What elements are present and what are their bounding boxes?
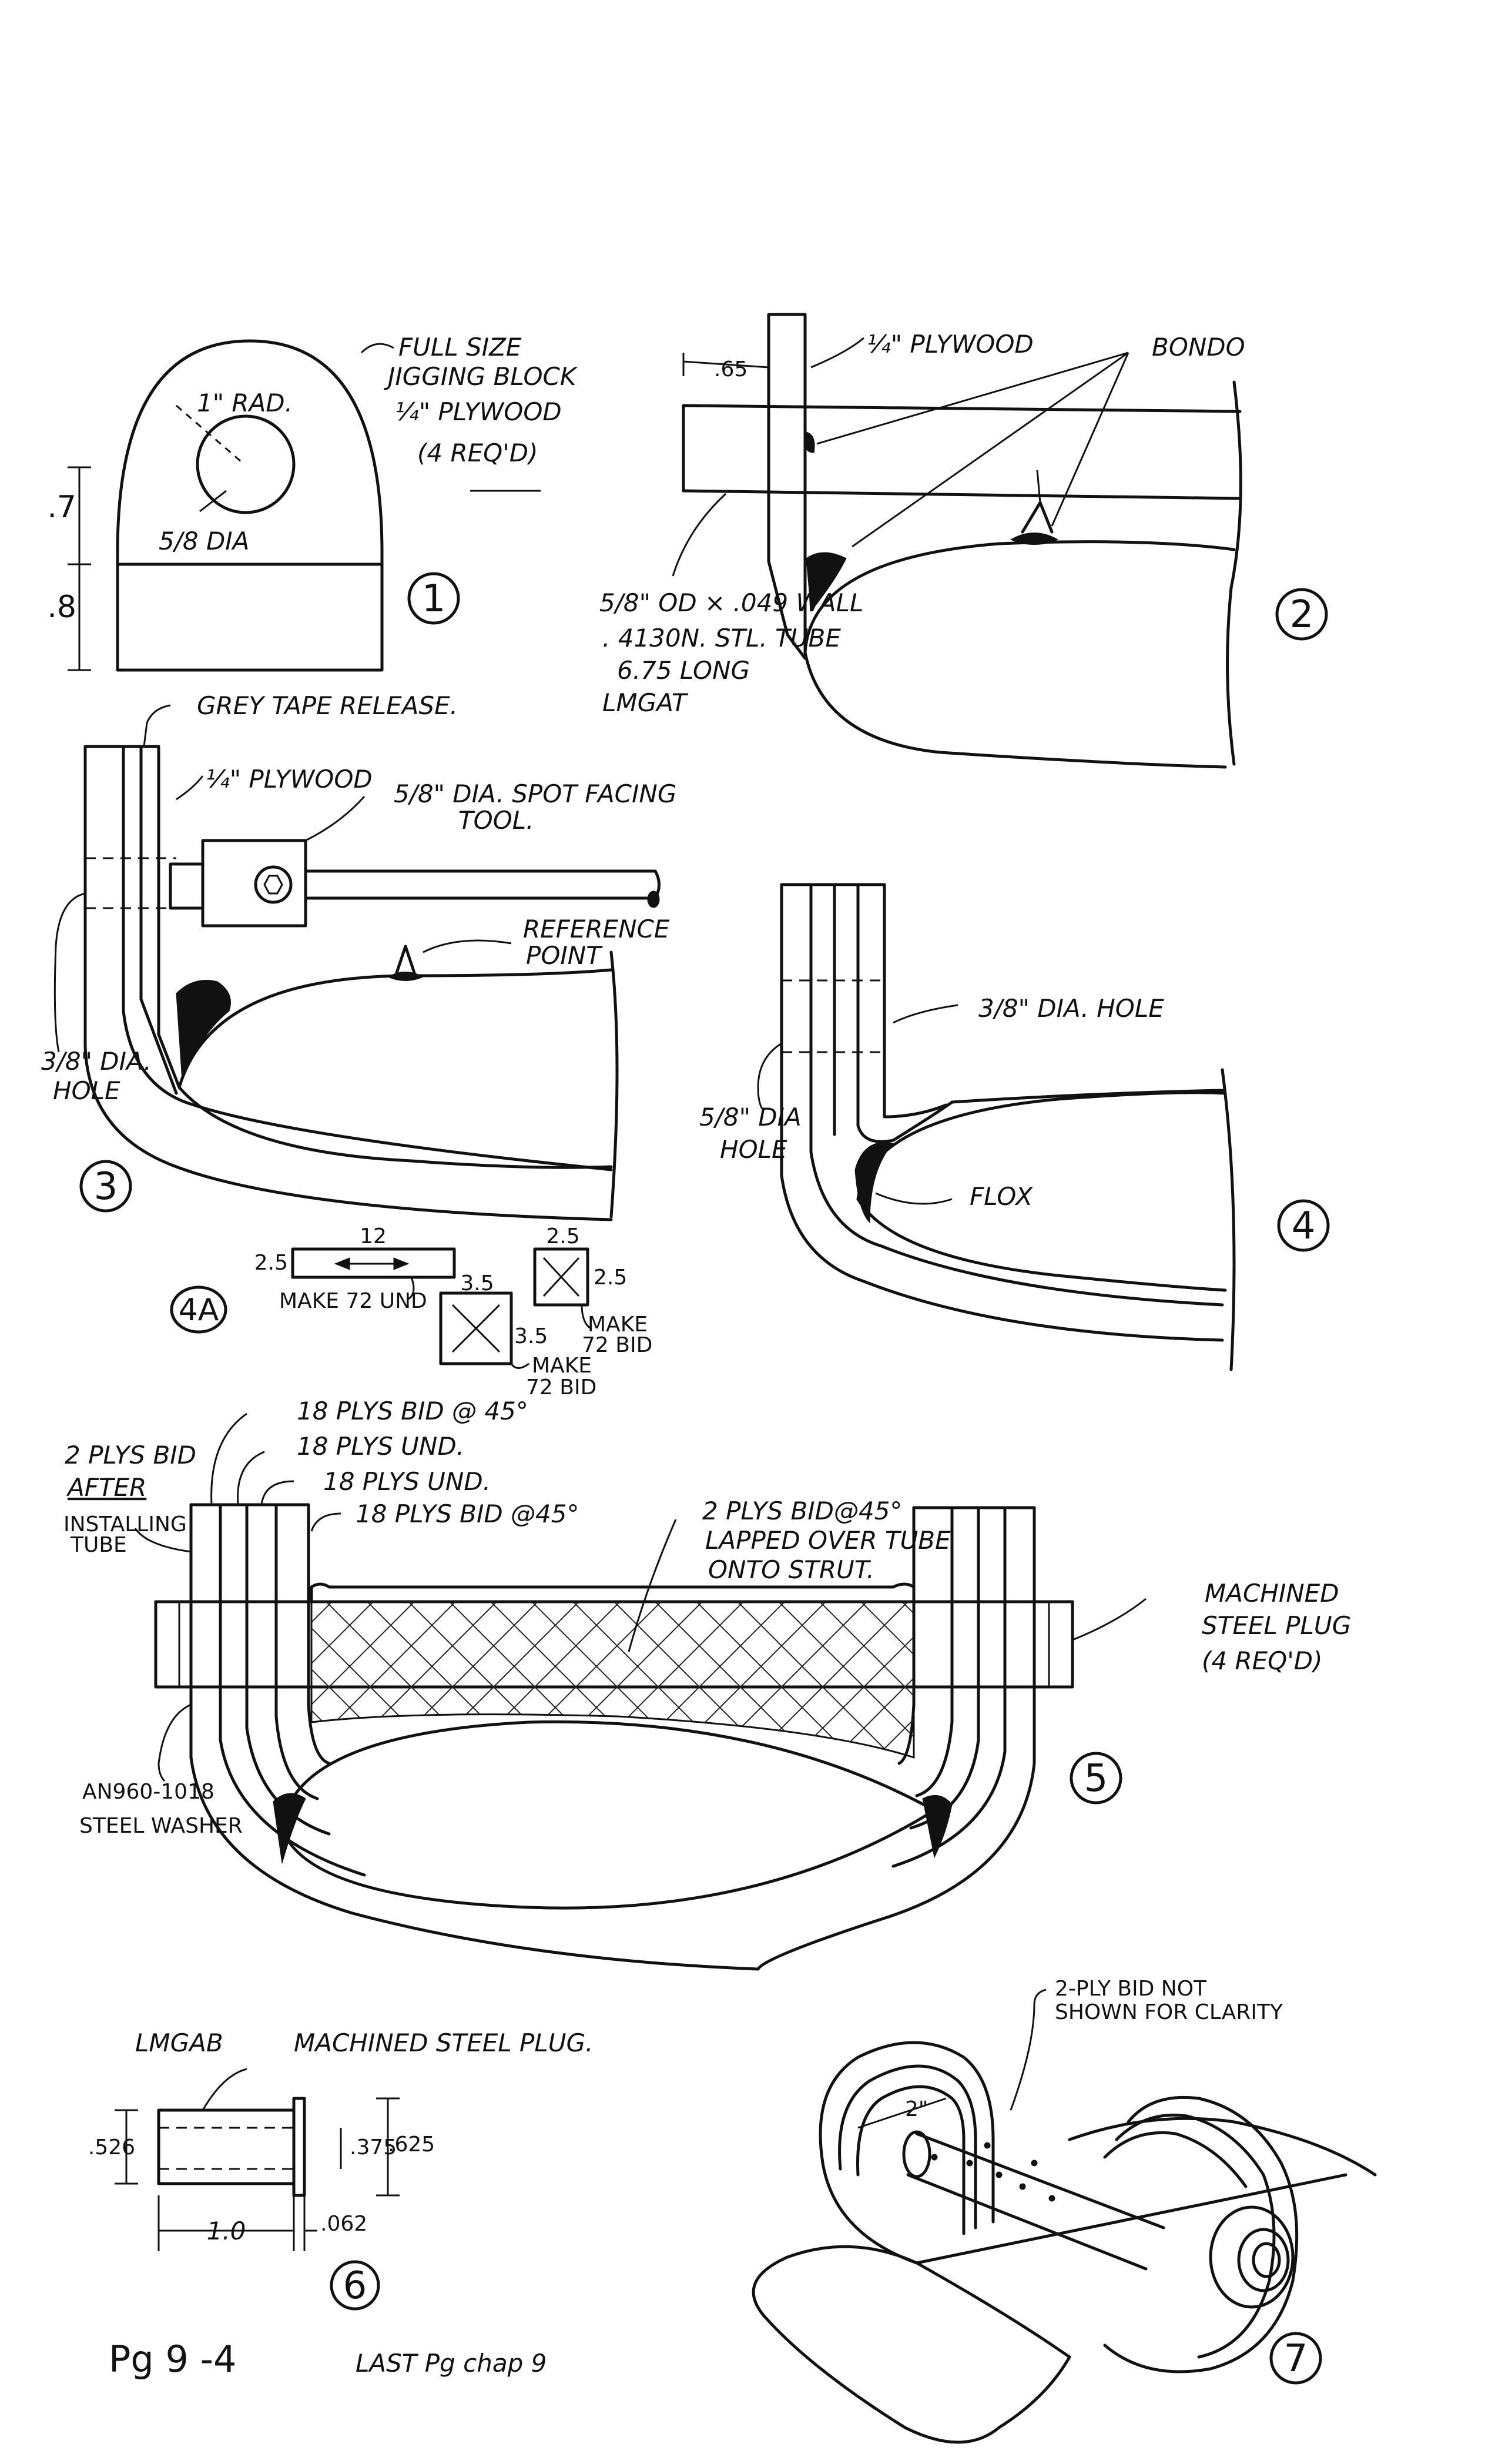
fig4a-strip-length: 12: [360, 1224, 387, 1248]
fig3-callout-number: 3: [94, 1165, 118, 1208]
fig5-layer1-label: 18 PLYS BID @ 45°: [297, 1397, 528, 1425]
fig5-lap-line2: LAPPED OVER TUBE: [705, 1526, 951, 1555]
fig2-plywood-label: ¼" PLYWOOD: [867, 330, 1034, 359]
fig7-note-line2: SHOWN FOR CLARITY: [1055, 2000, 1283, 2024]
fig4-hole-small-label: 3/8" DIA. HOLE: [978, 994, 1164, 1023]
fig3-plywood-label: ¼" PLYWOOD: [206, 765, 373, 794]
fig1-radius-label: 1" RAD.: [197, 389, 293, 417]
figure-5-strut-assembly: 18 PLYS BID @ 45° 18 PLYS UND. 18 PLYS U…: [63, 1397, 1351, 1971]
fig5-plug-line2: STEEL PLUG: [1202, 1611, 1351, 1640]
fig4-callout-number: 4: [1292, 1204, 1316, 1248]
fig5-lap-line1: 2 PLYS BID@45°: [702, 1497, 902, 1525]
fig1-callout-number: 1: [422, 577, 446, 621]
fig5-washer-line2: STEEL WASHER: [79, 1814, 243, 1838]
fig4a-callout-number: 4A: [179, 1293, 219, 1328]
fig4a-sq2-side: 3.5: [514, 1324, 548, 1348]
fig2-tube-line2: . 4130N. STL. TUBE: [602, 624, 841, 652]
page-label: Pg 9 -4: [109, 2338, 236, 2381]
page-footer: Pg 9 -4 LAST Pg chap 9: [109, 2338, 547, 2381]
fig4a-sq1-note-line2: 72 BID: [582, 1333, 652, 1357]
fig1-qty: (4 REQ'D): [417, 438, 538, 467]
fig5-plug-line1: MACHINED: [1205, 1579, 1339, 1608]
figure-4a-ply-cutouts: 12 2.5 MAKE 72 UND 2.5 2.5 MAKE 72 BID 3…: [170, 1224, 652, 1400]
fig6-flange-dim: .625: [388, 2132, 435, 2157]
fig2-tube-line3: 6.75 LONG: [617, 656, 750, 685]
fig3-tool-line1: 5/8" DIA. SPOT FACING: [394, 779, 676, 808]
fig7-note-line1: 2-PLY BID NOT: [1055, 1977, 1207, 2001]
fig4a-sq2-note-line1: MAKE: [532, 1354, 592, 1378]
fig6-od-dim: .526: [88, 2135, 135, 2160]
chapter-note: LAST Pg chap 9: [356, 2349, 547, 2378]
figure-3-spot-facing: GREY TAPE RELEASE. ¼" PLYWOOD 5/8" DIA. …: [41, 691, 676, 1221]
fig2-offset-dim: .65: [714, 357, 748, 381]
fig2-tube-line4: LMGAT: [602, 688, 689, 717]
fig4a-sq1-side: 2.5: [594, 1266, 627, 1290]
figure-6-machined-plug: LMGAB MACHINED STEEL PLUG. .526 .375 .62…: [88, 2028, 593, 2311]
fig6-id-dim: .375: [350, 2135, 397, 2160]
fig3-tool-line2: TOOL.: [458, 806, 534, 835]
fig1-title-line1: FULL SIZE: [398, 333, 522, 361]
fig4-flox-label: FLOX: [970, 1182, 1033, 1211]
fig3-ref-line2: POINT: [526, 941, 603, 970]
fig6-desc-label: MACHINED STEEL PLUG.: [294, 2028, 593, 2057]
fig1-dim-upper: .7: [47, 490, 76, 525]
fig4a-sq1-top: 2.5: [546, 1224, 579, 1248]
fig5-after-line1: 2 PLYS BID: [65, 1441, 196, 1469]
fig6-callout-number: 6: [343, 2264, 367, 2308]
fig2-bondo-label: BONDO: [1152, 333, 1245, 361]
fig4a-strip-width: 2.5: [254, 1251, 288, 1275]
fig5-callout-number: 5: [1084, 1757, 1108, 1800]
fig7-dim: 2": [905, 2097, 928, 2121]
fig5-washer-line1: AN960-1018: [82, 1780, 214, 1804]
fig1-hole-label: 5/8 DIA: [159, 527, 249, 555]
fig1-material: ¼" PLYWOOD: [395, 397, 562, 426]
fig5-lap-line3: ONTO STRUT.: [708, 1555, 874, 1584]
fig5-after-line2: AFTER: [66, 1473, 146, 1502]
fig4-hole-large-line2: HOLE: [720, 1135, 787, 1164]
fig3-hole-line2: HOLE: [53, 1076, 120, 1105]
fig3-ref-line1: REFERENCE: [523, 915, 670, 943]
fig1-title-line2: JIGGING BLOCK: [384, 362, 578, 391]
fig3-hole-line1: 3/8" DIA.: [41, 1047, 152, 1076]
fig6-flange-thk-dim: .062: [320, 2212, 367, 2236]
fig6-part-label: LMGAB: [135, 2028, 223, 2057]
fig5-after-line4: TUBE: [70, 1533, 127, 1557]
fig4a-sq1-note-line1: MAKE: [588, 1313, 648, 1337]
fig3-release-label: GREY TAPE RELEASE.: [197, 691, 458, 720]
fig4a-sq2-top: 3.5: [460, 1271, 494, 1295]
figure-4-flox-fillet: 3/8" DIA. HOLE 5/8" DIA HOLE FLOX 4: [699, 883, 1330, 1371]
fig4a-sq2-note-line2: 72 BID: [526, 1375, 596, 1400]
fig6-length-dim: 1.0: [207, 2217, 246, 2245]
fig5-layer4-label: 18 PLYS BID @45°: [356, 1499, 579, 1528]
fig5-after-line3: INSTALLING: [63, 1512, 187, 1536]
fig2-tube-line1: 5/8" OD × .049 WALL: [599, 588, 863, 617]
fig4-hole-large-line1: 5/8" DIA: [699, 1103, 802, 1131]
fig5-layer2-label: 18 PLYS UND.: [297, 1432, 464, 1461]
fig5-layer3-label: 18 PLYS UND.: [323, 1467, 491, 1496]
fig1-dim-lower: .8: [47, 590, 76, 625]
fig7-callout-number: 7: [1284, 2337, 1308, 2381]
fig2-callout-number: 2: [1290, 593, 1314, 637]
figure-1-jigging-block: .7 .8 1" RAD. 5/8 DIA FULL SIZE JIGGING …: [47, 333, 578, 672]
fig5-plug-line3: (4 REQ'D): [1202, 1646, 1323, 1675]
figure-2-tube-alignment: BONDO ¼" PLYWOOD .65 5/8" OD × .049 WALL…: [599, 313, 1328, 769]
figure-7-isometric-view: 2" 2-PLY BID NOT SHOWN FOR CLARITY 7: [752, 1977, 1377, 2444]
fig4a-strip-note: MAKE 72 UND: [279, 1289, 427, 1313]
